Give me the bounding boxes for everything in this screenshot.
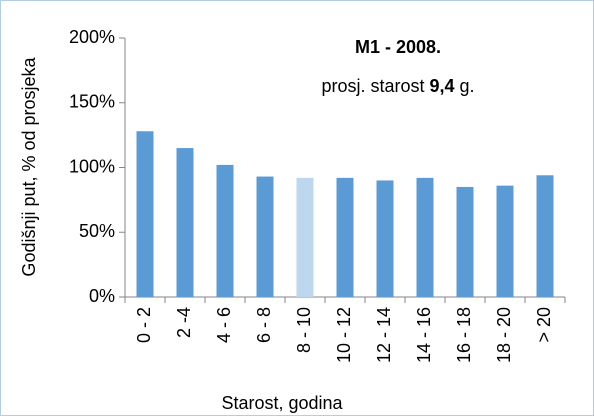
- x-tick-label: 6 - 8: [254, 307, 274, 343]
- bar: [336, 177, 354, 297]
- x-tick-label: 4 - 6: [214, 307, 234, 343]
- bar: [376, 180, 394, 297]
- y-tick-label: 200%: [69, 27, 115, 47]
- bar: [536, 175, 554, 297]
- bar: [296, 177, 314, 297]
- x-tick-label: 16 - 18: [454, 307, 474, 363]
- x-tick-label: 0 - 2: [134, 307, 154, 343]
- x-axis-label: Starost, godina: [221, 393, 343, 413]
- y-tick-label: 100%: [69, 156, 115, 176]
- x-tick-label: 8 - 10: [294, 307, 314, 353]
- annotation-title: M1 - 2008.: [355, 37, 441, 57]
- bar: [256, 176, 274, 297]
- bar: [456, 186, 474, 297]
- annotation-part: prosj. starost: [321, 76, 429, 96]
- x-tick-label: 10 - 12: [334, 307, 354, 363]
- annotation-part: 9,4: [430, 76, 455, 96]
- x-tick-label: 14 - 16: [414, 307, 434, 363]
- bar: [416, 177, 434, 297]
- y-axis-label: Godišnji put, % od prosjeka: [19, 56, 39, 276]
- y-tick-label: 0%: [89, 286, 115, 306]
- annotation-part: g.: [455, 76, 475, 96]
- x-tick-label: 18 - 20: [494, 307, 514, 363]
- bar: [216, 164, 234, 297]
- x-tick-label: 2 -4: [174, 307, 194, 338]
- bar: [176, 148, 194, 297]
- annotation: prosj. starost 9,4 g.: [321, 76, 474, 96]
- x-tick-label: 12 - 14: [374, 307, 394, 363]
- x-tick-label: > 20: [534, 307, 554, 343]
- y-tick-label: 150%: [69, 92, 115, 112]
- y-tick-label: 50%: [79, 221, 115, 241]
- bar: [136, 131, 154, 297]
- bar: [496, 185, 514, 297]
